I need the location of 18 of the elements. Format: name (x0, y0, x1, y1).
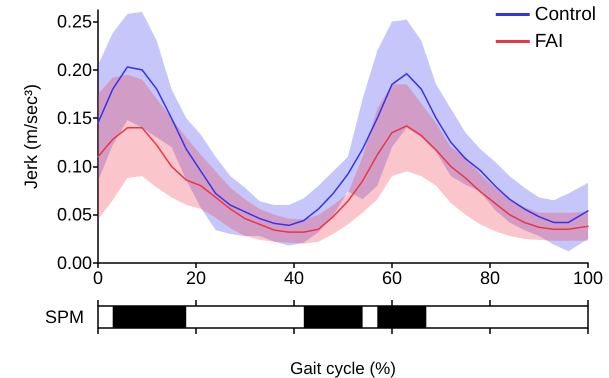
x-tick-label: 20 (186, 268, 206, 288)
x-tick-label: 40 (284, 268, 304, 288)
y-tick-label: SPM (44, 307, 84, 327)
y-tick-label: 0.10 (56, 156, 92, 176)
y-tick-label: 0.05 (56, 204, 92, 225)
y-tick-label: 0.15 (56, 108, 92, 128)
x-tick-label: 0 (92, 268, 104, 288)
legend-label: Control (534, 4, 596, 25)
x-tick-label: 100 (572, 268, 604, 288)
x-tick-label: 80 (480, 268, 500, 288)
x-tick-label: 60 (382, 268, 402, 288)
y-tick-label: 0.00 (56, 253, 92, 273)
y-axis-title: Jerk (m/sec³) (21, 84, 41, 189)
x-axis-title: Gait cycle (%) (290, 359, 396, 378)
legend-label: FAI (534, 31, 564, 52)
y-tick-label: 0.25 (56, 12, 92, 32)
line-series (97, 125, 589, 233)
y-tick-label: 0.20 (56, 60, 92, 80)
